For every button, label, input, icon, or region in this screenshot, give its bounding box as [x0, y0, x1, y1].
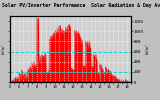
- Y-axis label: W/m²: W/m²: [2, 44, 6, 54]
- Y-axis label: W/m²: W/m²: [146, 44, 150, 54]
- Text: Solar PV/Inverter Performance  Solar Radiation & Day Average per Minute: Solar PV/Inverter Performance Solar Radi…: [2, 3, 160, 8]
